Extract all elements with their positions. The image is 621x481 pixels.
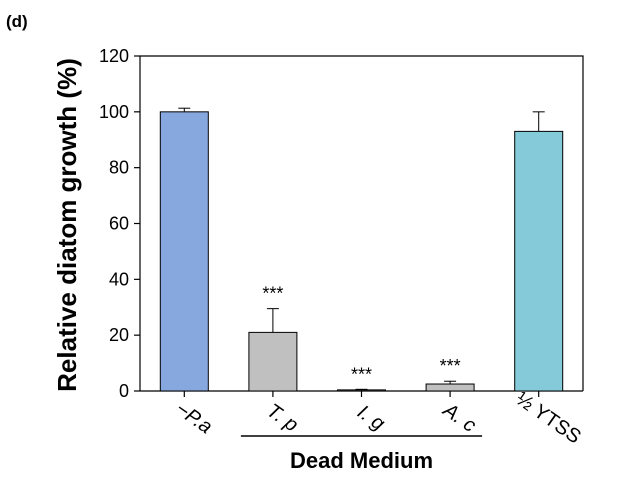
y-tick-label: 0 — [119, 381, 129, 401]
bar — [514, 130, 564, 392]
axes: 0 20 40 60 80 100 120 — [99, 46, 584, 401]
y-tick-label: 40 — [109, 269, 129, 289]
category-label: I. g — [353, 401, 388, 435]
y-tick-label: 80 — [109, 158, 129, 178]
y-tick-label: 120 — [99, 46, 129, 66]
category-label: ½ YTSS — [511, 388, 584, 449]
bars — [159, 107, 564, 392]
significance-label: *** — [351, 364, 372, 384]
bar — [159, 111, 209, 392]
group-label: Dead Medium — [290, 448, 433, 473]
category-label: A. c — [438, 399, 480, 437]
bar — [425, 383, 475, 392]
significance-label: *** — [440, 356, 461, 376]
bar — [248, 331, 298, 392]
y-tick-label: 60 — [109, 214, 129, 234]
category-label: T. p — [263, 400, 302, 437]
y-tick-label: 20 — [109, 325, 129, 345]
significance-label: *** — [262, 284, 283, 304]
bar — [337, 389, 386, 392]
category-label: −P.a — [171, 398, 216, 438]
panel-label: (d) — [6, 12, 28, 31]
y-tick-label: 100 — [99, 102, 129, 122]
y-axis-label: Relative diatom growth (%) — [52, 58, 82, 392]
